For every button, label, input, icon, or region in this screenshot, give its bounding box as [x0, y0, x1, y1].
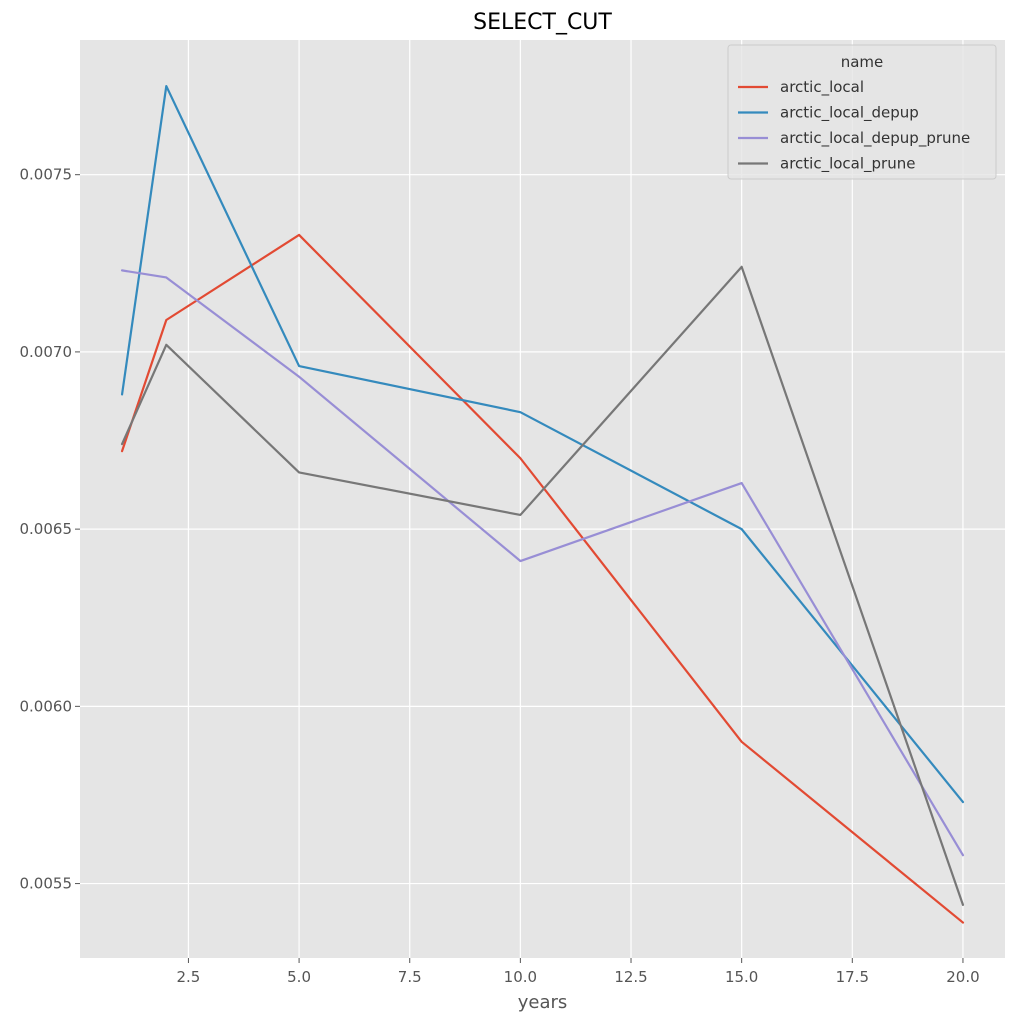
chart-title: SELECT_CUT	[473, 10, 612, 35]
y-tick-label: 0.0055	[20, 875, 73, 893]
y-axis-ticks: 0.0055 0.0060 0.0065 0.0070 0.0075	[20, 166, 80, 893]
legend-box	[727, 44, 997, 180]
x-axis-ticks: 2.5 5.0 7.5 10.0 12.5 15.0 17.5 20.0	[177, 958, 980, 986]
legend-title: name	[841, 53, 884, 71]
legend: name arctic_localarctic_local_depuparcti…	[727, 44, 997, 180]
series-line-arctic-local	[120, 233, 965, 924]
legend-items: arctic_local arctic_local_depup arctic_loc…	[738, 78, 970, 174]
x-tick-label: 12.5	[614, 968, 647, 986]
x-tick-label: 2.5	[177, 968, 201, 986]
series-layer	[120, 84, 965, 924]
legend-label: arctic_local_prune	[780, 155, 915, 174]
legend-label: arctic_local	[780, 78, 864, 97]
legend-label: arctic_local_depup_prune	[780, 129, 970, 148]
grid	[80, 40, 1005, 958]
series-line-arctic-local-prune	[120, 265, 965, 906]
y-tick-label: 0.0060	[20, 697, 73, 715]
y-tick-label: 0.0070	[20, 343, 73, 361]
x-tick-label: 7.5	[398, 968, 422, 986]
series-line-arctic-local-depup-prune	[120, 269, 965, 857]
y-tick-label: 0.0075	[20, 166, 73, 184]
plot-area	[80, 40, 1005, 958]
x-tick-label: 5.0	[287, 968, 311, 986]
x-tick-label: 17.5	[836, 968, 869, 986]
x-tick-label: 15.0	[725, 968, 758, 986]
y-tick-label: 0.0065	[20, 520, 73, 538]
series-line-arctic-local-depup	[120, 84, 965, 804]
x-axis-label: years	[518, 992, 568, 1013]
legend-label: arctic_local_depup	[780, 104, 919, 123]
x-tick-label: 20.0	[946, 968, 979, 986]
x-tick-label: 10.0	[504, 968, 537, 986]
